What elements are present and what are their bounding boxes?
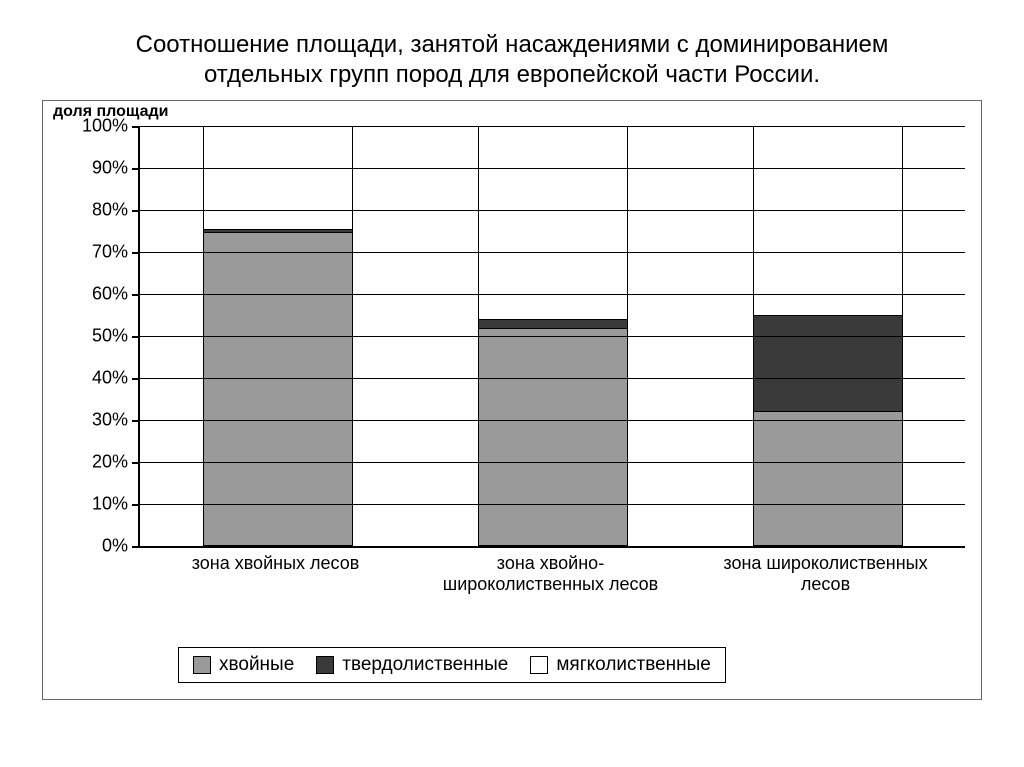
y-axis-label: 40%	[92, 368, 140, 389]
bar-segment-softleaf	[204, 127, 352, 229]
bar-segment-coniferous	[754, 411, 902, 545]
legend-item-hardleaf: твердолиственные	[316, 654, 508, 676]
x-axis-label: зона хвойных лесов	[166, 553, 386, 594]
bar-segment-coniferous	[479, 328, 627, 545]
legend: хвойные твердолиственные мягколиственные	[178, 647, 726, 683]
legend-swatch	[193, 656, 211, 674]
gridline	[140, 420, 965, 421]
legend-label: мягколиственные	[556, 654, 711, 676]
y-axis-label: 10%	[92, 494, 140, 515]
y-axis-label: 50%	[92, 326, 140, 347]
y-axis-label: 100%	[82, 116, 140, 137]
y-axis-label: 80%	[92, 200, 140, 221]
legend-swatch	[316, 656, 334, 674]
gridline	[140, 462, 965, 463]
x-axis-labels: зона хвойных лесов зона хвойно-широколист…	[138, 553, 963, 594]
bar-segment-coniferous	[204, 232, 352, 546]
x-axis-label: зона хвойно-широколиственных лесов	[441, 553, 661, 594]
gridline	[140, 294, 965, 295]
page: Соотношение площади, занятой насаждениям…	[0, 0, 1024, 767]
gridline	[140, 504, 965, 505]
x-axis-label: зона широколиственных лесов	[716, 553, 936, 594]
gridline	[140, 126, 965, 127]
legend-item-coniferous: хвойные	[193, 654, 294, 676]
y-axis-label: 90%	[92, 158, 140, 179]
y-axis-label: 30%	[92, 410, 140, 431]
gridline	[140, 336, 965, 337]
y-axis-label: 60%	[92, 284, 140, 305]
legend-swatch	[530, 656, 548, 674]
gridline	[140, 252, 965, 253]
gridline	[140, 378, 965, 379]
legend-label: хвойные	[219, 654, 294, 676]
chart-title: Соотношение площади, занятой насаждениям…	[80, 30, 944, 90]
bar-segment-softleaf	[479, 127, 627, 319]
bar-segment-hardleaf	[754, 315, 902, 411]
y-axis-label: 20%	[92, 452, 140, 473]
bar-segment-softleaf	[754, 127, 902, 315]
legend-label: твердолиственные	[342, 654, 508, 676]
legend-item-softleaf: мягколиственные	[530, 654, 711, 676]
y-axis-label: 70%	[92, 242, 140, 263]
y-axis-label: 0%	[102, 536, 140, 557]
bar-segment-hardleaf	[479, 319, 627, 327]
chart-frame: доля площади 0%10%20%30%40%50%60%70%80%9…	[42, 100, 982, 700]
gridline	[140, 210, 965, 211]
plot-area: 0%10%20%30%40%50%60%70%80%90%100%	[138, 126, 965, 548]
gridline	[140, 168, 965, 169]
